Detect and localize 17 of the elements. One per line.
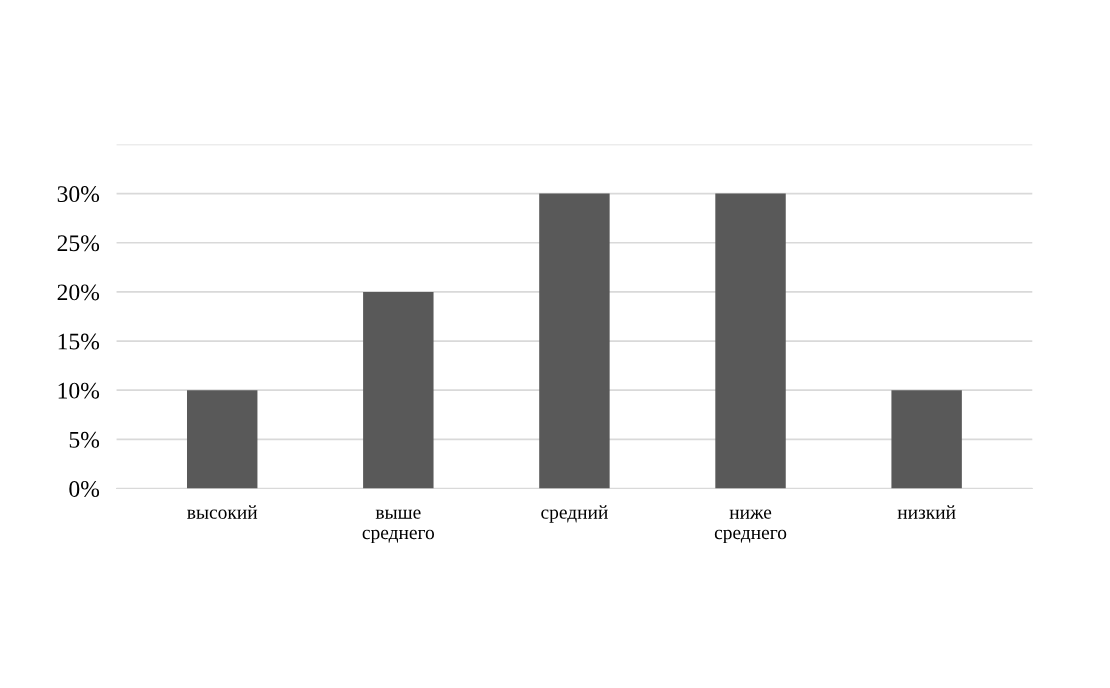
y-tick-label: 5% xyxy=(69,431,100,448)
y-tick-label: 20% xyxy=(57,284,100,301)
x-tick-label: ниже среднего xyxy=(714,509,787,544)
x-tick-label: низкий xyxy=(897,505,956,519)
x-tick-label: выше среднего xyxy=(362,509,434,544)
bar xyxy=(539,193,610,489)
bar xyxy=(363,291,434,489)
y-tick-label: 30% xyxy=(57,186,100,203)
bar xyxy=(715,193,786,489)
x-tick-label: высокий xyxy=(187,505,258,519)
x-tick-label: средний xyxy=(541,505,608,523)
y-tick-label: 0% xyxy=(69,480,100,497)
y-tick-label: 10% xyxy=(58,382,100,399)
y-tick-label: 15% xyxy=(58,333,100,350)
bar xyxy=(186,390,258,489)
bar xyxy=(891,390,962,489)
y-tick-label: 25% xyxy=(57,235,100,252)
